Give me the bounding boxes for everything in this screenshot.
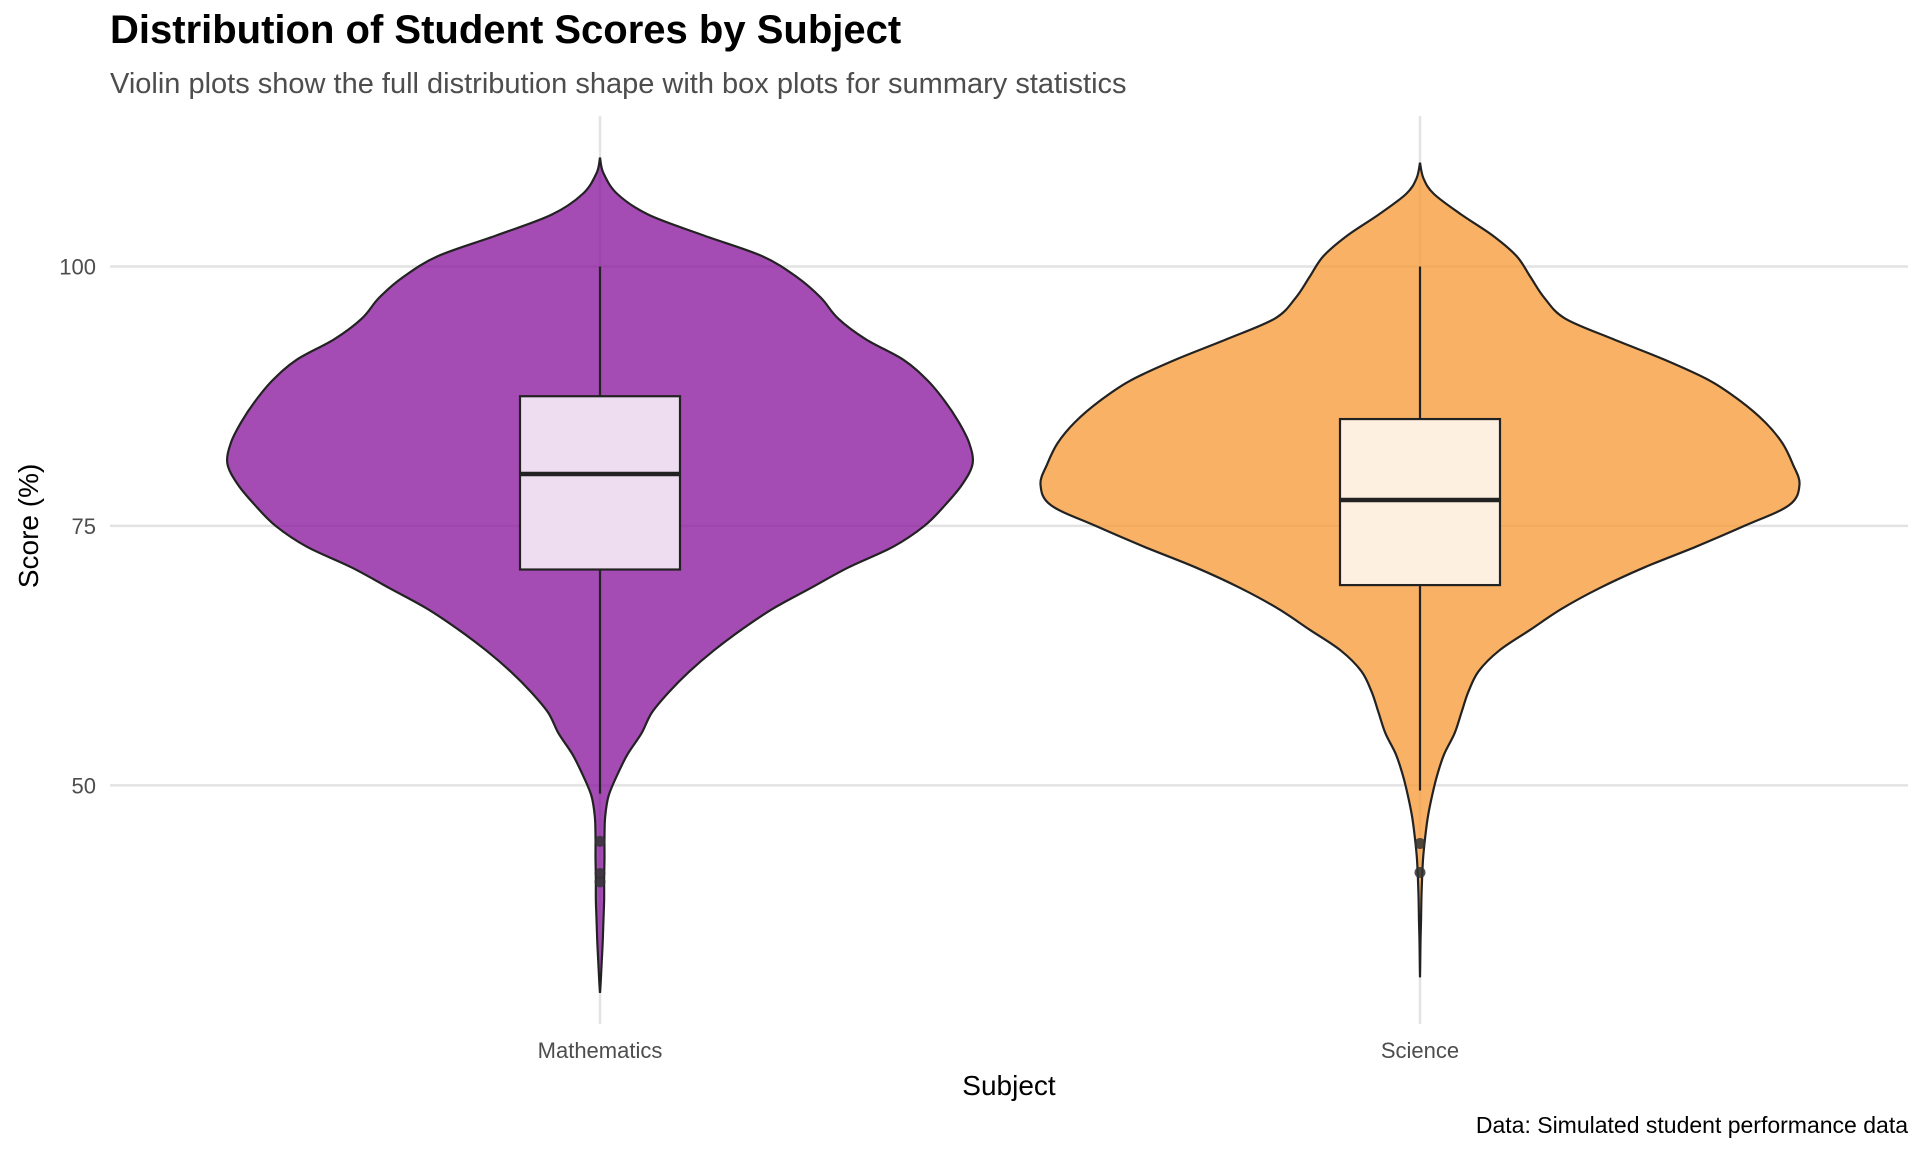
- x-tick-label-0: Mathematics: [538, 1038, 663, 1063]
- outlier-point-science-0: [1414, 837, 1426, 849]
- outlier-point-mathematics-0: [594, 835, 606, 847]
- outlier-point-mathematics-1: [594, 868, 606, 880]
- chart-title: Distribution of Student Scores by Subjec…: [110, 8, 902, 52]
- x-tick-label-1: Science: [1381, 1038, 1459, 1063]
- outlier-point-mathematics-2: [594, 876, 606, 888]
- y-tick-label-50: 50: [72, 773, 96, 798]
- box-mathematics: [518, 395, 682, 571]
- outlier-point-science-1: [1414, 867, 1426, 879]
- y-axis-label: Score (%): [13, 464, 44, 588]
- x-axis-label: Subject: [962, 1070, 1056, 1101]
- y-tick-label-75: 75: [72, 514, 96, 539]
- chart-subtitle: Violin plots show the full distribution …: [110, 68, 1127, 100]
- chart-caption: Data: Simulated student performance data: [1475, 1112, 1908, 1138]
- y-tick-label-100: 100: [59, 255, 96, 280]
